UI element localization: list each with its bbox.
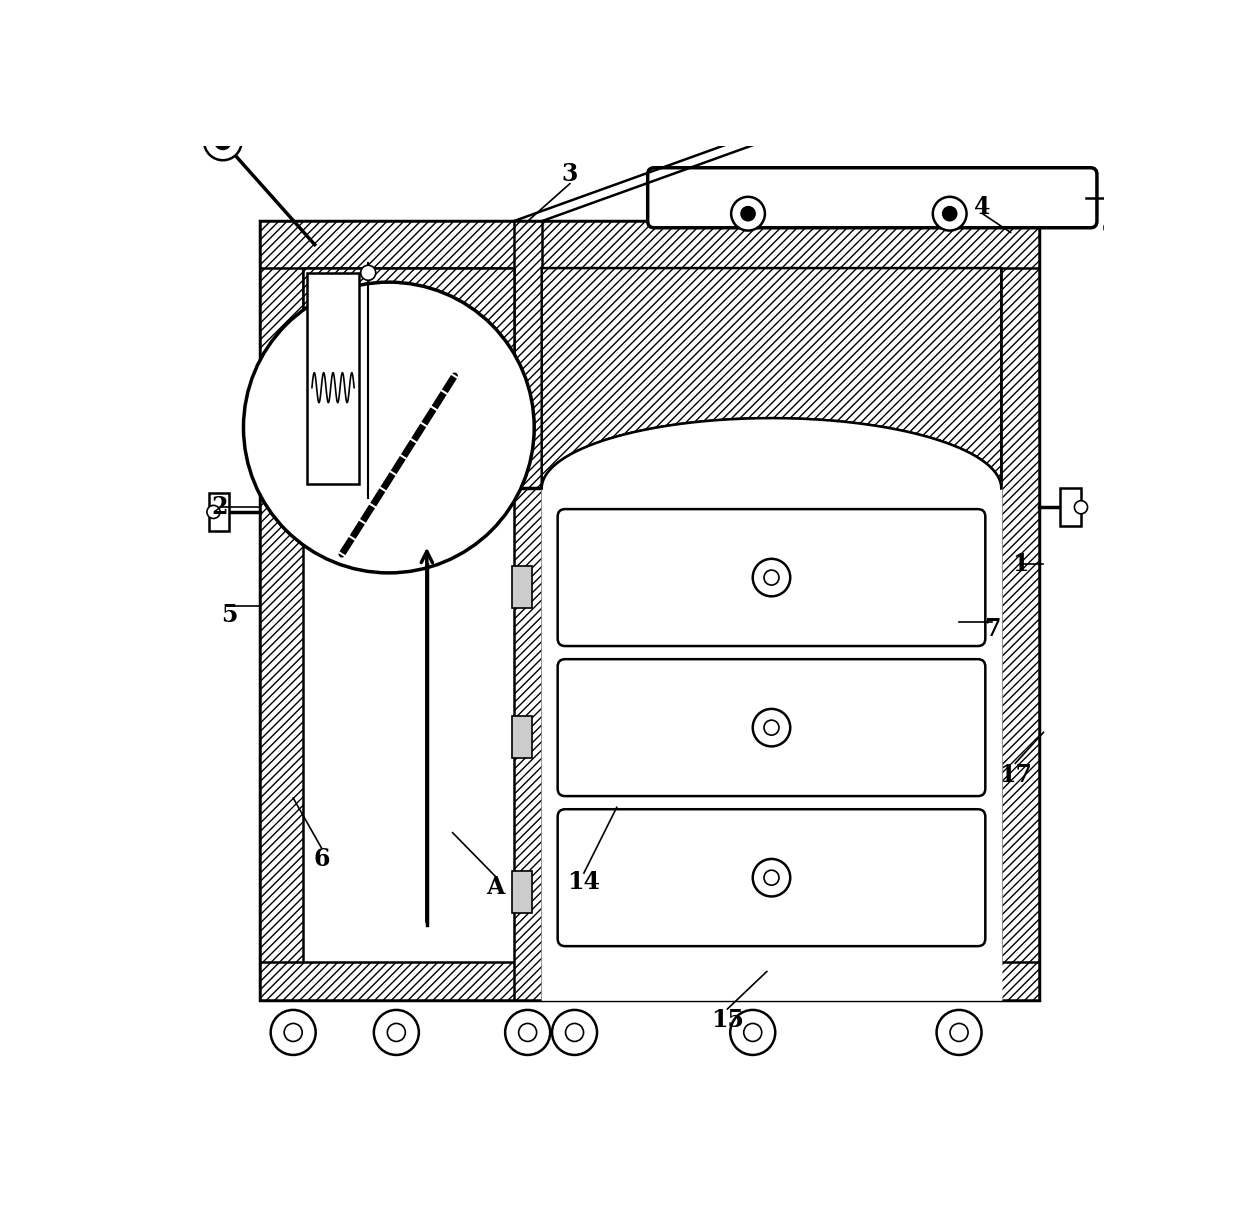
Circle shape <box>216 134 231 149</box>
Bar <box>303 268 513 488</box>
Bar <box>260 222 303 1000</box>
Circle shape <box>243 283 534 572</box>
Circle shape <box>944 207 956 220</box>
Circle shape <box>950 1023 968 1041</box>
Circle shape <box>270 1010 316 1055</box>
Circle shape <box>207 505 219 519</box>
Circle shape <box>373 1010 419 1055</box>
FancyBboxPatch shape <box>558 659 986 797</box>
Circle shape <box>730 1010 775 1055</box>
FancyBboxPatch shape <box>647 168 1097 228</box>
Circle shape <box>744 1023 761 1041</box>
Circle shape <box>753 859 790 896</box>
Bar <box>1060 488 1081 526</box>
Text: 15: 15 <box>711 1009 744 1032</box>
Text: 5: 5 <box>221 603 238 627</box>
FancyBboxPatch shape <box>558 809 986 946</box>
Bar <box>512 566 532 608</box>
Circle shape <box>205 123 242 161</box>
Circle shape <box>936 1010 982 1055</box>
Text: 1: 1 <box>1012 552 1028 576</box>
Bar <box>512 716 532 758</box>
Bar <box>542 268 1001 962</box>
Circle shape <box>1105 220 1120 235</box>
Bar <box>260 222 1039 1000</box>
Text: 6: 6 <box>312 847 330 871</box>
Circle shape <box>753 709 790 747</box>
FancyBboxPatch shape <box>558 509 986 646</box>
Polygon shape <box>542 268 1001 488</box>
Circle shape <box>764 570 779 585</box>
Circle shape <box>361 266 376 280</box>
Bar <box>260 962 1039 1000</box>
Text: 14: 14 <box>568 871 600 894</box>
Circle shape <box>732 197 765 230</box>
Circle shape <box>742 207 755 220</box>
Circle shape <box>505 1010 551 1055</box>
Circle shape <box>753 559 790 597</box>
Bar <box>1001 222 1039 1000</box>
Bar <box>512 871 532 912</box>
Circle shape <box>932 197 966 230</box>
Circle shape <box>1074 501 1087 514</box>
Bar <box>208 493 229 531</box>
Bar <box>513 222 542 1000</box>
Text: 2: 2 <box>212 496 228 519</box>
Text: 7: 7 <box>983 618 1001 641</box>
Circle shape <box>552 1010 596 1055</box>
Circle shape <box>284 1023 303 1041</box>
Circle shape <box>518 1023 537 1041</box>
Text: A: A <box>486 875 503 899</box>
Circle shape <box>565 1023 584 1041</box>
Circle shape <box>387 1023 405 1041</box>
Bar <box>308 273 358 484</box>
Text: 3: 3 <box>562 162 578 186</box>
Bar <box>260 222 1039 268</box>
Text: 4: 4 <box>975 195 991 219</box>
Text: 17: 17 <box>999 762 1032 787</box>
Bar <box>303 268 513 962</box>
Circle shape <box>764 870 779 885</box>
Circle shape <box>764 720 779 736</box>
